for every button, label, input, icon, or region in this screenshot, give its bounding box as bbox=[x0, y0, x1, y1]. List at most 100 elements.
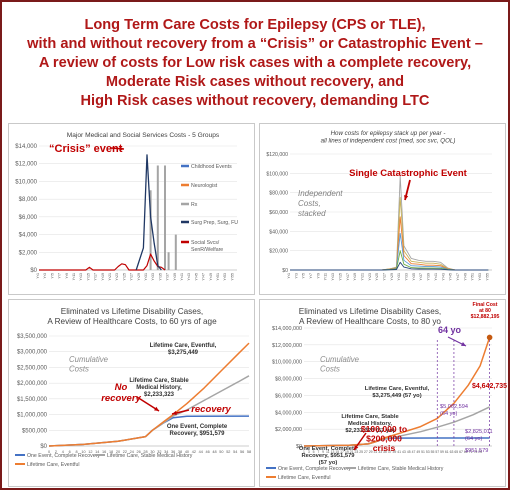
legend-entry: One Event, Complete Recovery bbox=[278, 466, 351, 472]
x-tick-label: Yr9 bbox=[316, 273, 320, 279]
y-tick-label: $8,000 bbox=[19, 197, 38, 203]
title-line-5: High Risk cases without recovery, demand… bbox=[80, 93, 430, 109]
chart-svg-costs-to-60: Eliminated vs Lifetime Disability Cases,… bbox=[15, 307, 251, 468]
x-tick-label: 63 bbox=[450, 450, 454, 454]
bar-rx bbox=[167, 252, 170, 270]
x-tick-label: Yr53 bbox=[223, 273, 227, 281]
x-tick-label: 27 bbox=[364, 450, 368, 454]
x-tick-label: 65 bbox=[454, 450, 458, 454]
stacked-series-line bbox=[290, 216, 489, 271]
x-tick-label: 55 bbox=[431, 450, 435, 454]
x-tick-label: Yr23 bbox=[368, 273, 372, 281]
x-tick-label: 59 bbox=[440, 450, 444, 454]
y-tick-label: $14,000,000 bbox=[272, 326, 302, 332]
x-tick-label: 24 bbox=[130, 450, 134, 454]
y-tick-label: $1,000,000 bbox=[17, 413, 48, 419]
x-tick-label: 44 bbox=[199, 450, 203, 454]
stacked-series-line bbox=[290, 232, 489, 271]
x-tick-label: Yr11 bbox=[72, 273, 76, 280]
annotation-one-event: One Event, Complete Recovery, $951,579 bbox=[167, 424, 228, 437]
y-tick-label: $4,000 bbox=[19, 233, 38, 239]
y-tick-label: $3,500,000 bbox=[17, 334, 48, 340]
x-tick-label: Yr13 bbox=[79, 273, 83, 281]
chart-title: How costs for epilepsy stack up per year… bbox=[321, 130, 456, 145]
x-tick-label: 61 bbox=[445, 450, 449, 454]
x-tick-label: 75 bbox=[478, 450, 482, 454]
x-tick-label: 5 bbox=[313, 450, 315, 454]
x-tick-label: 42 bbox=[192, 450, 196, 454]
x-tick-label: 3 bbox=[308, 450, 310, 454]
stacked-series-line bbox=[290, 261, 489, 271]
y-tick-label: $12,000 bbox=[15, 162, 37, 168]
x-tick-label: 49 bbox=[416, 450, 420, 454]
x-tick-label: 2 bbox=[55, 450, 57, 454]
title-line-2: with and without recovery from a “Crisis… bbox=[27, 36, 483, 52]
y-tick-label: $2,000 bbox=[19, 250, 38, 256]
chart-svg-stacked-costs: How costs for epilepsy stack up per year… bbox=[266, 130, 492, 281]
x-tick-label: Yr11 bbox=[324, 273, 328, 280]
x-tick-label: 20 bbox=[116, 450, 120, 454]
x-tick-label: Yr17 bbox=[346, 273, 350, 281]
x-tick-label: 16 bbox=[102, 450, 106, 454]
x-tick-label: Yr9 bbox=[65, 273, 69, 279]
x-tick-label: Yr13 bbox=[331, 273, 335, 281]
annotation-5062594: $5,062,594 (64 yo) bbox=[440, 404, 468, 417]
x-tick-label: Yr27 bbox=[130, 273, 134, 281]
x-tick-label: Yr53 bbox=[478, 273, 482, 281]
x-tick-label: Yr35 bbox=[412, 273, 416, 281]
y-tick-label: $10,000,000 bbox=[272, 360, 302, 366]
x-tick-label: 25 bbox=[359, 450, 363, 454]
y-tick-label: $20,000 bbox=[269, 249, 288, 255]
x-tick-label: 35 bbox=[383, 450, 387, 454]
annotation-recovery: recovery bbox=[191, 404, 231, 415]
x-tick-label: Yr47 bbox=[456, 273, 460, 281]
annotation-crisis-range: $100,000 to $200,000 crisis bbox=[361, 424, 407, 453]
y-tick-label: $0 bbox=[282, 268, 288, 274]
x-tick-label: 6 bbox=[69, 450, 71, 454]
x-tick-label: Yr39 bbox=[173, 273, 177, 281]
annotation-arrow-catastrophic-head bbox=[403, 195, 409, 200]
x-tick-label: 41 bbox=[397, 450, 401, 454]
y-tick-label: $0 bbox=[296, 444, 302, 450]
x-tick-label: 71 bbox=[469, 450, 473, 454]
x-tick-label: Yr47 bbox=[202, 273, 206, 281]
annotation-eventful: Lifetime Care, Eventful, $3,275,449 (57 y… bbox=[365, 386, 430, 399]
annotation-no-recovery: No recovery bbox=[101, 382, 141, 404]
y-tick-label: $8,000,000 bbox=[275, 377, 302, 383]
x-tick-label: 31 bbox=[374, 450, 378, 454]
annotation-64yo: 64 yo bbox=[438, 325, 462, 335]
x-tick-label: Yr41 bbox=[180, 273, 184, 281]
chart-svg-major-medical: Major Medical and Social Services Costs … bbox=[15, 132, 238, 281]
x-tick-label: Yr5 bbox=[50, 273, 54, 279]
x-tick-label: 53 bbox=[426, 450, 430, 454]
x-tick-label: 52 bbox=[226, 450, 230, 454]
x-tick-label: 54 bbox=[233, 450, 237, 454]
x-tick-label: Yr21 bbox=[108, 273, 112, 281]
x-tick-label: Yr41 bbox=[434, 273, 438, 281]
x-tick-label: 47 bbox=[412, 450, 416, 454]
x-tick-label: 43 bbox=[402, 450, 406, 454]
x-tick-label: 23 bbox=[354, 450, 358, 454]
annotation-stable: Lifetime Care, Stable Medical History, $2,… bbox=[341, 414, 399, 434]
x-tick-label: 15 bbox=[335, 450, 339, 454]
annotation-eventful: Lifetime Care, Eventful, $3,275,449 bbox=[150, 343, 217, 356]
x-tick-label: 9 bbox=[322, 450, 324, 454]
x-tick-label: Yr15 bbox=[338, 273, 342, 281]
series-line bbox=[48, 342, 250, 447]
x-tick-label: Yr43 bbox=[441, 273, 445, 281]
annotation-arrow-64yo-head bbox=[461, 342, 466, 346]
x-tick-label: 38 bbox=[178, 450, 182, 454]
x-tick-label: 58 bbox=[247, 450, 251, 454]
chart-title: Eliminated vs Lifetime Disability Cases,… bbox=[47, 307, 217, 326]
x-tick-label: Yr35 bbox=[158, 273, 162, 281]
x-tick-label: Yr45 bbox=[194, 273, 198, 281]
x-tick-label: Yr1 bbox=[36, 273, 40, 279]
bar-rx bbox=[149, 190, 152, 270]
y-tick-label: $40,000 bbox=[269, 229, 288, 235]
x-tick-label: Yr37 bbox=[166, 273, 170, 281]
annotation-arrow-crisis-head bbox=[119, 146, 124, 151]
x-tick-label: Yr7 bbox=[58, 273, 62, 279]
x-tick-label: 8 bbox=[76, 450, 78, 454]
x-tick-label: 36 bbox=[171, 450, 175, 454]
x-tick-label: 32 bbox=[157, 450, 161, 454]
